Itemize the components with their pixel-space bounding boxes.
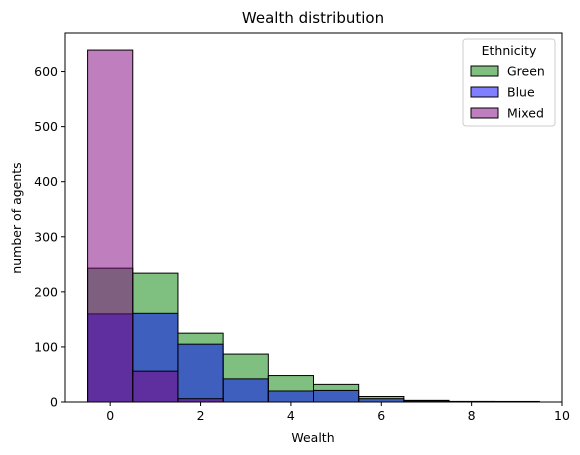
y-tick-label: 0 [50, 395, 58, 410]
x-tick-label: 4 [287, 408, 295, 423]
legend-title: Ethnicity [482, 43, 537, 58]
y-axis-ticks: 0 100 200 300 400 500 600 [34, 64, 65, 410]
legend-box [462, 38, 556, 127]
x-tick-label: 2 [197, 408, 205, 423]
y-tick-label: 600 [34, 64, 58, 79]
legend-label-green: Green [507, 64, 545, 79]
x-axis-label: Wealth [291, 430, 334, 445]
y-tick-label: 500 [34, 119, 58, 134]
bars-layer [87, 49, 540, 403]
bar-blue-4 [267, 390, 314, 403]
legend-swatch-green [470, 65, 499, 77]
bar-blue-5 [313, 389, 360, 403]
bar-mixed-1 [132, 370, 179, 403]
legend: Ethnicity Green Blue Mixed [462, 38, 556, 127]
bar-blue-2 [177, 343, 224, 403]
legend-label-blue: Blue [507, 85, 535, 100]
x-tick-label: 0 [106, 408, 114, 423]
plot-frame [64, 32, 563, 403]
x-axis-ticks: 0 2 4 6 8 10 [106, 402, 570, 423]
y-tick-label: 100 [34, 339, 58, 354]
y-tick-label: 300 [34, 229, 58, 244]
legend-swatch-blue [470, 86, 499, 98]
y-axis-label: number of agents [9, 162, 24, 273]
x-tick-label: 8 [468, 408, 476, 423]
bar-blue-3 [222, 378, 269, 403]
series-mixed [87, 49, 224, 403]
y-tick-label: 200 [34, 284, 58, 299]
legend-swatch-mixed [470, 107, 499, 119]
chart-title: Wealth distribution [242, 9, 384, 27]
bar-mixed-0 [87, 49, 134, 403]
y-tick-label: 400 [34, 174, 58, 189]
x-tick-label: 6 [377, 408, 385, 423]
legend-label-mixed: Mixed [507, 106, 544, 121]
x-tick-label: 10 [554, 408, 570, 423]
